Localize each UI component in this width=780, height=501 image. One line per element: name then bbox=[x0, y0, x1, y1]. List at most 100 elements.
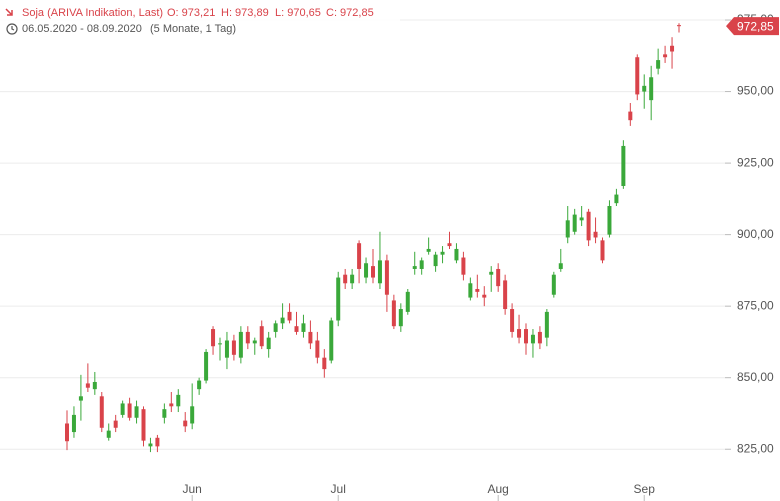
candle-body bbox=[204, 351, 209, 381]
ohlc-high: H: 973,89 bbox=[221, 7, 269, 19]
candle-body bbox=[155, 437, 160, 447]
candle-body bbox=[169, 403, 174, 407]
price-tag-group: 972,85 bbox=[726, 17, 779, 36]
header-bg bbox=[0, 3, 400, 39]
y-tick-label: 925,00 bbox=[737, 155, 774, 169]
candle-body bbox=[468, 283, 473, 298]
candle-body bbox=[371, 266, 375, 278]
candle-body bbox=[551, 274, 556, 295]
ohlc-low: L: 970,65 bbox=[275, 7, 321, 19]
clock-hands bbox=[11, 26, 15, 31]
y-tick-label: 825,00 bbox=[737, 441, 774, 455]
candle-body bbox=[301, 323, 306, 332]
candle-body bbox=[78, 396, 83, 401]
candle-body bbox=[287, 311, 292, 321]
candle-body bbox=[106, 430, 111, 438]
candle-body bbox=[71, 414, 76, 433]
x-tick-label: Jul bbox=[331, 482, 346, 496]
candle-body bbox=[127, 403, 132, 418]
candle-body bbox=[586, 211, 591, 241]
candle-body bbox=[322, 357, 327, 370]
candle-body bbox=[405, 291, 410, 312]
candle-body bbox=[259, 326, 264, 347]
x-tick-label: Jun bbox=[183, 482, 202, 496]
candle-body bbox=[565, 220, 570, 238]
candle-body bbox=[141, 409, 146, 441]
candle-body bbox=[197, 380, 202, 390]
candle-body bbox=[475, 288, 480, 292]
candle-body bbox=[350, 274, 355, 284]
candle-body bbox=[176, 394, 181, 407]
candle-body bbox=[517, 329, 522, 338]
arrow-icon bbox=[5, 8, 13, 16]
candle-body bbox=[134, 406, 139, 418]
candle-body bbox=[600, 240, 605, 261]
candle-body bbox=[273, 323, 278, 332]
candle-body bbox=[224, 340, 229, 358]
candle-body bbox=[663, 54, 668, 58]
candle-body bbox=[496, 268, 501, 287]
candle-body bbox=[190, 406, 195, 424]
candle-body bbox=[65, 423, 69, 442]
candle-body bbox=[99, 396, 104, 428]
candle-body bbox=[607, 206, 612, 235]
candle-body bbox=[92, 381, 97, 390]
candle-body bbox=[489, 271, 494, 275]
plot: 825,00850,00875,00900,00925,00950,00975,… bbox=[0, 12, 774, 501]
candle-body bbox=[530, 334, 535, 344]
candle-body bbox=[524, 329, 528, 344]
candle-body bbox=[649, 77, 654, 101]
y-tick-label: 875,00 bbox=[737, 298, 774, 312]
candle-body bbox=[384, 260, 389, 295]
candle-body bbox=[635, 57, 640, 95]
candle-body bbox=[440, 251, 445, 255]
candle-body bbox=[231, 340, 236, 355]
candle-body bbox=[336, 277, 341, 321]
candle-body bbox=[113, 420, 118, 428]
candle-body bbox=[211, 329, 216, 347]
candle-body bbox=[419, 260, 424, 269]
y-tick-label: 900,00 bbox=[737, 227, 774, 241]
candle-body bbox=[503, 280, 508, 310]
candle-body bbox=[120, 403, 125, 415]
candle-body bbox=[218, 343, 222, 345]
y-tick-label: 850,00 bbox=[737, 370, 774, 384]
candle-body bbox=[621, 145, 626, 186]
candle-body bbox=[572, 214, 577, 232]
candle-body bbox=[537, 331, 542, 344]
candle-body bbox=[433, 254, 438, 267]
instrument-name: Soja (ARIVA Indikation, Last) bbox=[22, 7, 163, 19]
candle-body bbox=[148, 443, 153, 447]
ohlc-open: O: 973,21 bbox=[167, 7, 215, 19]
candle-body bbox=[412, 266, 417, 269]
x-tick-label: Aug bbox=[488, 482, 509, 496]
candle-body bbox=[357, 243, 362, 269]
candle-body bbox=[391, 300, 396, 327]
clock-icon bbox=[6, 23, 18, 35]
candle-body bbox=[426, 248, 431, 252]
candle-body bbox=[280, 317, 285, 324]
candle-body bbox=[364, 263, 369, 278]
candle-body bbox=[579, 217, 584, 221]
price-tag bbox=[726, 17, 779, 36]
candle-body bbox=[315, 340, 320, 358]
candle-body bbox=[329, 320, 334, 361]
candle-body bbox=[670, 45, 675, 52]
candle-body bbox=[642, 85, 647, 92]
candle-body bbox=[85, 383, 90, 388]
price-tag-label: 972,85 bbox=[737, 19, 774, 33]
candle-body bbox=[558, 263, 563, 269]
ohlc-close: C: 972,85 bbox=[326, 7, 374, 19]
candle-body bbox=[266, 337, 271, 350]
candle-body bbox=[238, 331, 243, 358]
candle-body bbox=[308, 331, 313, 344]
candle-body bbox=[162, 409, 167, 418]
candle-body bbox=[245, 331, 250, 344]
date-range: 06.05.2020 - 08.09.2020 bbox=[22, 23, 142, 35]
candle-body bbox=[614, 194, 619, 204]
candle-body bbox=[377, 260, 382, 284]
candle-body bbox=[398, 309, 403, 327]
candle-body bbox=[593, 231, 598, 238]
candle-body bbox=[454, 248, 459, 261]
